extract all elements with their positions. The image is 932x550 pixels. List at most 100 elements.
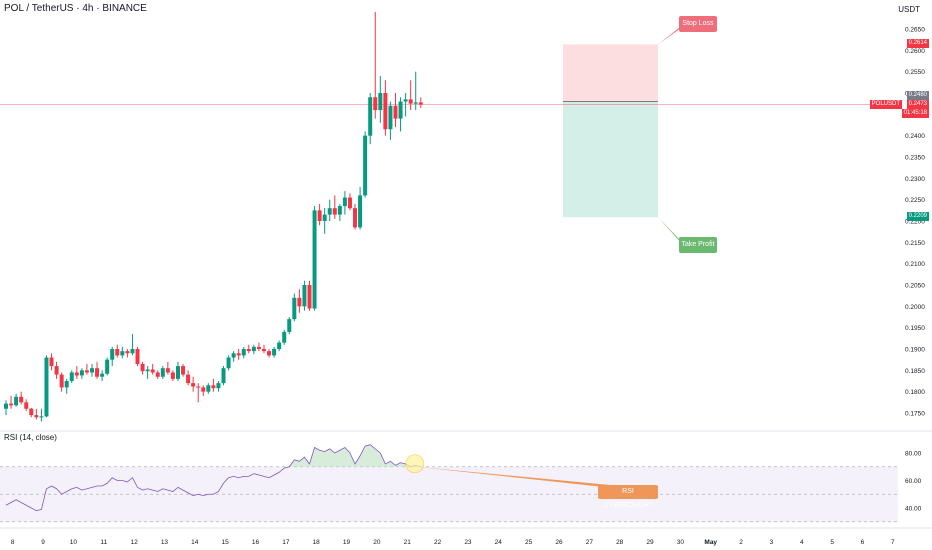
candle-body xyxy=(363,135,368,196)
candle-body xyxy=(261,349,266,352)
candle-body xyxy=(347,197,352,209)
time-axis-label: 25 xyxy=(525,539,533,546)
candle-body xyxy=(246,349,251,352)
time-axis-label: 21 xyxy=(404,539,412,546)
candle-body xyxy=(160,368,165,377)
candle-body xyxy=(175,366,180,379)
candle-body xyxy=(165,368,170,373)
candle-body xyxy=(150,369,155,373)
candle-body xyxy=(74,372,79,376)
time-axis-label: 4 xyxy=(800,539,804,546)
price-axis-label: 0.2000 xyxy=(905,304,925,311)
price-axis-label: 0.1800 xyxy=(905,389,925,396)
time-axis-label: 7 xyxy=(891,539,895,546)
candle-body xyxy=(216,383,221,389)
candle-body xyxy=(393,105,398,119)
candle-body xyxy=(95,368,100,377)
candle-body xyxy=(14,396,19,406)
candle-body xyxy=(226,357,231,369)
price-axis-label: 0.2050 xyxy=(905,283,925,290)
time-axis-label: 27 xyxy=(586,539,594,546)
candle-body xyxy=(64,381,69,388)
candle-body xyxy=(105,359,110,374)
price-axis-label: 0.2100 xyxy=(905,261,925,268)
time-axis-label: 6 xyxy=(861,539,865,546)
candle-body xyxy=(110,349,115,360)
candle-body xyxy=(398,101,403,119)
candle-body xyxy=(170,372,175,379)
time-axis-label: 12 xyxy=(130,539,138,546)
candle-body xyxy=(211,385,216,389)
price-axis-label: 0.1750 xyxy=(905,411,925,418)
rsi-band xyxy=(0,466,898,522)
candle-body xyxy=(125,351,130,354)
candle-body xyxy=(181,366,186,375)
candle-body xyxy=(135,349,140,364)
price-axis-label: 0.1900 xyxy=(905,347,925,354)
price-axis-label: 0.2600 xyxy=(905,48,925,55)
candle-body xyxy=(100,373,105,377)
candle-body xyxy=(186,374,191,384)
candle-body xyxy=(69,372,74,381)
price-axis-label: 0.2150 xyxy=(905,240,925,247)
last-price-tag: 0.2473 xyxy=(906,100,929,109)
time-axis-label: 29 xyxy=(646,539,654,546)
rsi-overbought-fill xyxy=(6,444,421,467)
take-profit-zone xyxy=(563,101,658,218)
time-axis-label: 28 xyxy=(616,539,624,546)
time-axis-label: 16 xyxy=(252,539,260,546)
candle-body xyxy=(342,197,347,207)
entry-price-tag: 0.2480 xyxy=(906,91,929,100)
time-axis-label: 24 xyxy=(495,539,503,546)
price-axis-label: 0.2250 xyxy=(905,197,925,204)
candle-body xyxy=(9,403,14,406)
candle-body xyxy=(368,97,373,136)
time-axis-label: 8 xyxy=(11,539,15,546)
candle-body xyxy=(236,353,241,356)
time-axis-label: 9 xyxy=(41,539,45,546)
take-profit-callout: Take Profit xyxy=(679,237,717,253)
candle-body xyxy=(196,386,201,388)
time-axis-label: 11 xyxy=(100,539,107,546)
candle-body xyxy=(418,102,423,105)
candle-body xyxy=(206,385,211,392)
candle-body xyxy=(383,93,388,130)
time-axis-label: 26 xyxy=(555,539,563,546)
candle-body xyxy=(49,357,54,367)
time-axis-label: 14 xyxy=(191,539,199,546)
candle-body xyxy=(312,210,317,309)
price-axis-label: 0.1850 xyxy=(905,368,925,375)
candle-body xyxy=(84,370,89,373)
candle-body xyxy=(191,383,196,387)
candle-body xyxy=(29,408,34,416)
price-axis-label: 0.2400 xyxy=(905,133,925,140)
time-axis-label: 17 xyxy=(282,539,290,546)
time-axis-label: 18 xyxy=(313,539,321,546)
candle-body xyxy=(353,208,358,228)
candle-body xyxy=(145,369,150,372)
rsi-axis-label: 80.00 xyxy=(905,451,922,458)
candle-body xyxy=(332,208,337,215)
time-axis-label: 13 xyxy=(161,539,169,546)
candle-body xyxy=(201,387,206,392)
price-axis-label: 0.2300 xyxy=(905,176,925,183)
time-axis-label: 15 xyxy=(222,539,230,546)
profit-callout-pointer xyxy=(658,217,684,246)
candle-body xyxy=(19,396,24,403)
candle-body xyxy=(39,416,44,418)
price-axis-label: 0.2200 xyxy=(905,219,925,226)
candle-body xyxy=(287,319,292,332)
chart-title: POL / TetherUS · 4h · BINANCE xyxy=(4,3,147,14)
candle-body xyxy=(256,346,261,349)
stop-price-tag: 0.2614 xyxy=(906,39,929,48)
candle-body xyxy=(155,372,160,377)
candle-body xyxy=(34,415,39,418)
candle-body xyxy=(267,351,272,356)
candle-body xyxy=(4,403,8,409)
time-axis-label: 20 xyxy=(373,539,381,546)
time-axis-label: 10 xyxy=(70,539,78,546)
rsi-highlight-marker xyxy=(405,454,425,474)
time-axis-label: 19 xyxy=(343,539,351,546)
candle-body xyxy=(297,297,302,307)
